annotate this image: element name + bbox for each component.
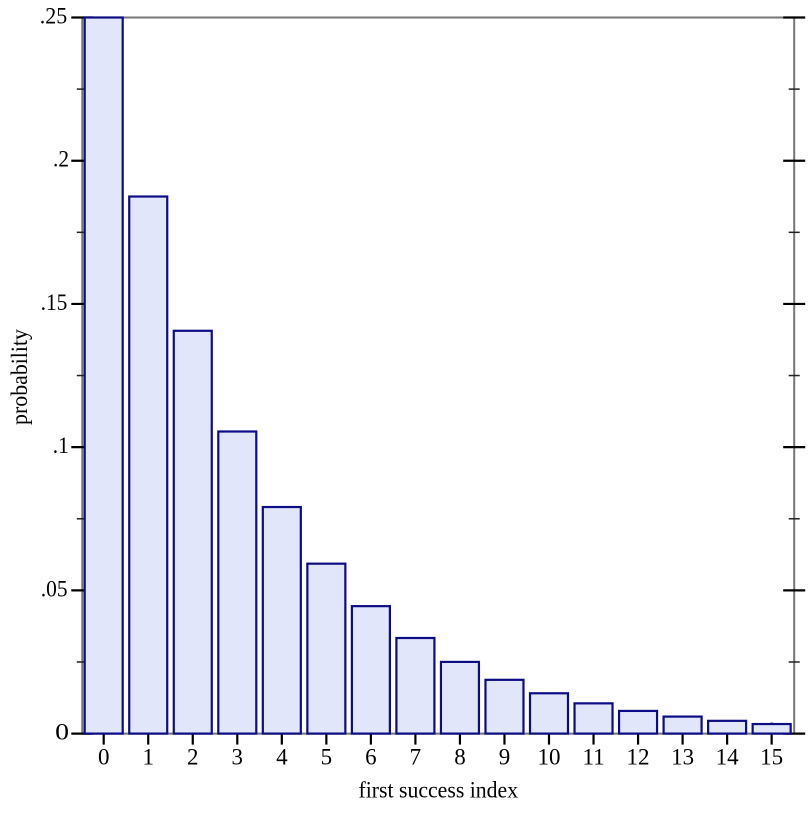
svg-text:13: 13 xyxy=(671,745,694,770)
svg-text:.1: .1 xyxy=(53,433,69,458)
svg-text:12: 12 xyxy=(627,745,650,770)
svg-text:0: 0 xyxy=(98,745,110,770)
svg-text:14: 14 xyxy=(716,745,740,770)
svg-text:.05: .05 xyxy=(41,576,68,601)
svg-text:5: 5 xyxy=(321,745,333,770)
svg-text:0: 0 xyxy=(55,720,69,745)
svg-text:10: 10 xyxy=(538,745,561,770)
svg-text:.2: .2 xyxy=(53,147,69,172)
svg-text:3: 3 xyxy=(232,745,244,770)
svg-text:probability: probability xyxy=(7,329,32,425)
svg-text:9: 9 xyxy=(499,745,511,770)
svg-text:.25: .25 xyxy=(40,4,68,29)
svg-text:.15: .15 xyxy=(41,290,68,315)
svg-text:4: 4 xyxy=(276,745,288,770)
svg-text:15: 15 xyxy=(760,745,783,770)
svg-text:6: 6 xyxy=(365,745,377,770)
svg-text:11: 11 xyxy=(582,745,604,770)
svg-text:7: 7 xyxy=(410,745,422,770)
svg-text:1: 1 xyxy=(142,745,154,770)
svg-text:2: 2 xyxy=(187,745,199,770)
svg-text:8: 8 xyxy=(454,745,466,770)
svg-text:first success index: first success index xyxy=(359,777,519,802)
